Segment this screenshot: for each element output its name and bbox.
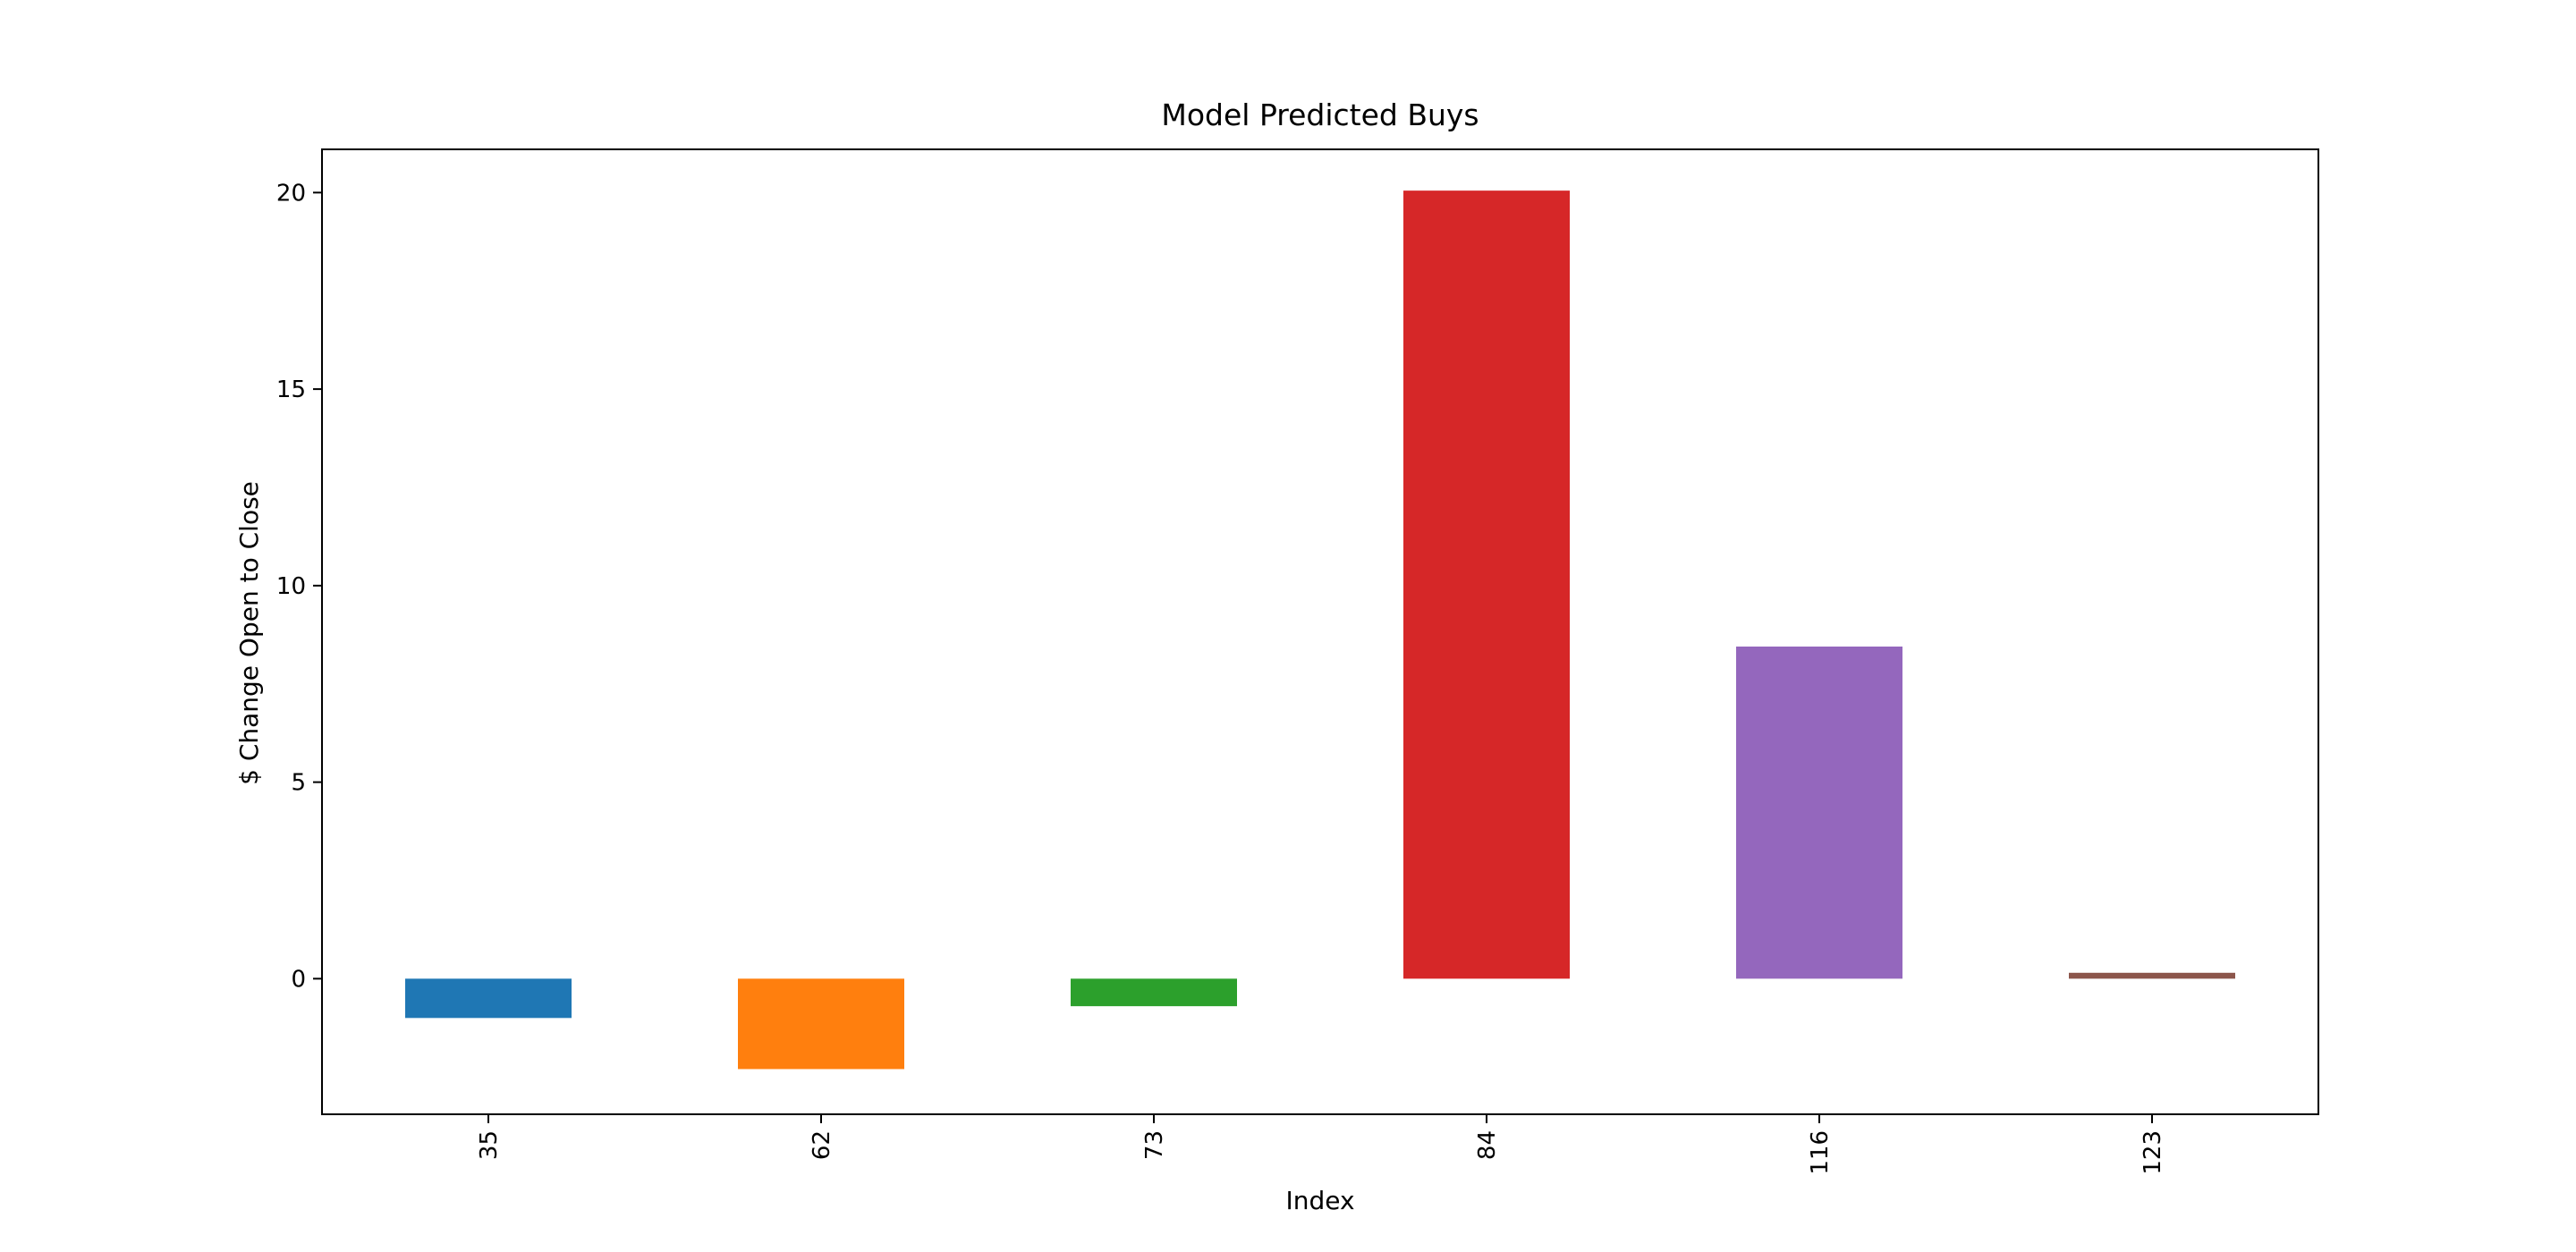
bar-73 xyxy=(1071,978,1237,1007)
chart-title: Model Predicted Buys xyxy=(1161,97,1479,132)
y-axis-title: $ Change Open to Close xyxy=(234,481,264,785)
x-axis-title: Index xyxy=(1285,1186,1354,1215)
x-tick-label: 35 xyxy=(476,1130,503,1160)
plot-frame xyxy=(321,148,2319,1115)
bar-116 xyxy=(1736,646,1902,979)
x-axis-ticks: 35 62 73 84 116 123 xyxy=(476,1114,2166,1175)
y-axis-ticks: 0 5 10 15 20 xyxy=(276,180,322,993)
x-tick-label: 84 xyxy=(1474,1130,1501,1160)
bars-layer xyxy=(405,190,2235,1070)
x-tick-label: 116 xyxy=(1807,1130,1834,1175)
y-tick-label: 10 xyxy=(276,573,306,600)
y-tick-label: 20 xyxy=(276,180,306,207)
y-tick-label: 15 xyxy=(276,376,306,403)
bar-123 xyxy=(2069,972,2235,979)
x-tick-label: 73 xyxy=(1141,1130,1168,1160)
y-tick-label: 0 xyxy=(291,966,306,993)
x-tick-label: 62 xyxy=(809,1130,835,1160)
bar-84 xyxy=(1403,190,1570,979)
y-tick-label: 5 xyxy=(291,770,306,797)
bar-62 xyxy=(738,978,904,1070)
bar-35 xyxy=(405,978,572,1019)
x-tick-label: 123 xyxy=(2140,1130,2166,1175)
